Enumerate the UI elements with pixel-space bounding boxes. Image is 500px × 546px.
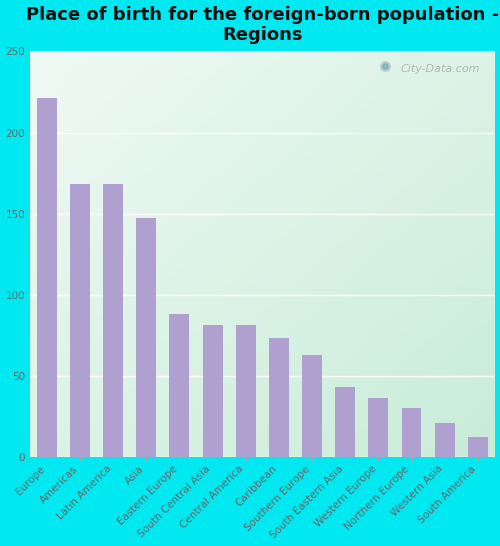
Bar [435, 423, 454, 456]
Bar [302, 354, 322, 456]
Bar [468, 437, 488, 456]
Bar [37, 98, 56, 456]
Bar [70, 185, 90, 456]
Bar [336, 387, 355, 456]
Bar [202, 325, 222, 456]
Bar [136, 218, 156, 456]
Text: City-Data.com: City-Data.com [401, 64, 480, 74]
Title: Place of birth for the foreign-born population -
Regions: Place of birth for the foreign-born popu… [26, 5, 499, 44]
Bar [236, 325, 256, 456]
Bar [402, 408, 421, 456]
Bar [170, 314, 190, 456]
Bar [269, 339, 289, 456]
Bar [368, 399, 388, 456]
Bar [103, 185, 123, 456]
